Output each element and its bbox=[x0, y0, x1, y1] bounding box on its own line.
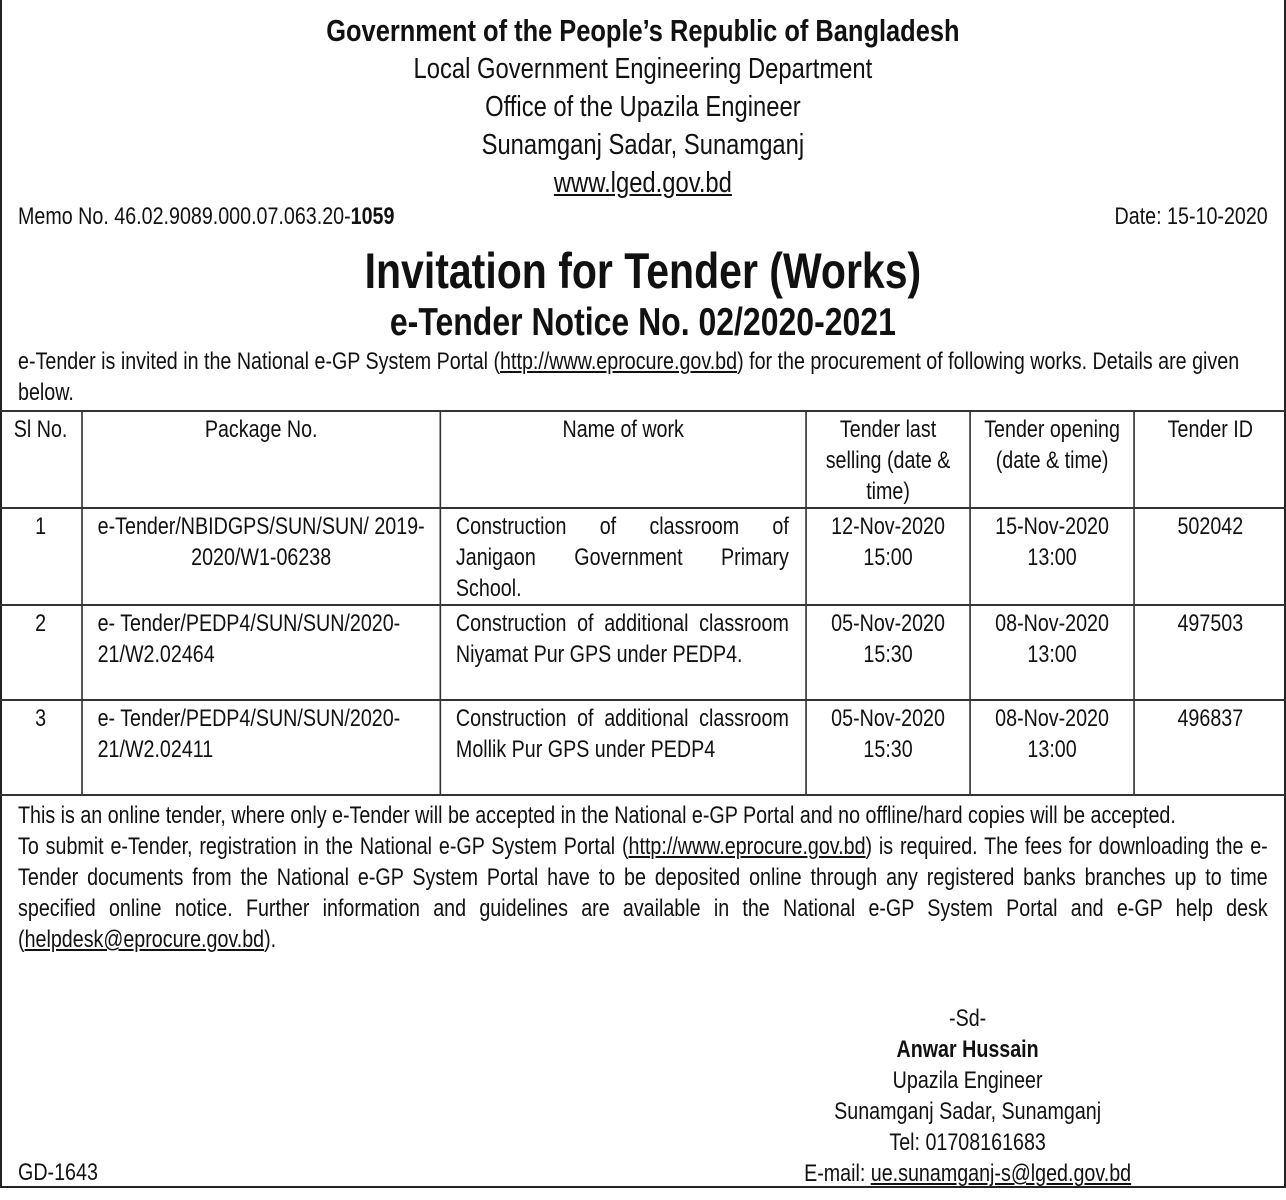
cell-package: e- Tender/PEDP4/SUN/SUN/2020-21/W2.02464 bbox=[81, 604, 442, 701]
table-row: 3 e- Tender/PEDP4/SUN/SUN/2020-21/W2.024… bbox=[0, 699, 1286, 796]
government-heading: Government of the People’s Republic of B… bbox=[326, 13, 960, 48]
submission-note: To submit e-Tender, registration in the … bbox=[18, 833, 1268, 953]
cell-sl: 3 bbox=[0, 699, 83, 796]
tender-notice: Government of the People’s Republic of B… bbox=[0, 13, 1286, 1187]
signatory-email-link[interactable]: ue.sunamganj-s@lged.gov.bd bbox=[870, 1160, 1132, 1187]
signatory-tel: Tel: 01708161683 bbox=[889, 1129, 1046, 1156]
intro-paragraph: e-Tender is invited in the National e-GP… bbox=[18, 348, 1240, 406]
cell-opening: 08-Nov-2020 13:00 bbox=[969, 699, 1135, 796]
cell-work: Construction of additional classroom Mol… bbox=[439, 699, 807, 796]
cell-id: 496837 bbox=[1133, 699, 1286, 796]
col-id: Tender ID bbox=[1133, 410, 1286, 509]
table-header-row: Sl No. Package No. Name of work Tender l… bbox=[0, 410, 1286, 509]
memo-date: Date: 15-10-2020 bbox=[1114, 203, 1268, 230]
cell-selling: 12-Nov-2020 15:00 bbox=[805, 507, 971, 606]
eprocure-link[interactable]: http://www.eprocure.gov.bd bbox=[500, 348, 738, 375]
cell-work: Construction of additional classroom Niy… bbox=[439, 604, 807, 701]
cell-id: 497503 bbox=[1133, 604, 1286, 701]
cell-selling: 05-Nov-2020 15:30 bbox=[805, 699, 971, 796]
tender-table: Sl No. Package No. Name of work Tender l… bbox=[0, 410, 1286, 796]
cell-selling: 05-Nov-2020 15:30 bbox=[805, 604, 971, 701]
col-work: Name of work bbox=[439, 410, 807, 509]
cell-opening: 08-Nov-2020 13:00 bbox=[969, 604, 1135, 701]
memo-line: Memo No. 46.02.9089.000.07.063.20-1059 D… bbox=[0, 202, 1286, 232]
website-link[interactable]: www.lged.gov.bd bbox=[553, 167, 732, 199]
cell-sl: 2 bbox=[0, 604, 83, 701]
signed-mark: -Sd- bbox=[949, 1005, 987, 1032]
signatory-office: Sunamganj Sadar, Sunamganj bbox=[834, 1098, 1102, 1125]
signatory-email: E-mail: ue.sunamganj-s@lged.gov.bd bbox=[804, 1160, 1132, 1187]
online-tender-note: This is an online tender, where only e-T… bbox=[18, 802, 1176, 829]
table-row: 1 e-Tender/NBIDGPS/SUN/SUN/ 2019-2020/W1… bbox=[0, 507, 1286, 606]
col-sl: Sl No. bbox=[0, 410, 83, 509]
signatory-designation: Upazila Engineer bbox=[892, 1067, 1043, 1094]
memo-number: Memo No. 46.02.9089.000.07.063.20-1059 bbox=[18, 203, 395, 230]
cell-package: e- Tender/PEDP4/SUN/SUN/2020-21/W2.02411 bbox=[81, 699, 442, 796]
eprocure-link[interactable]: http://www.eprocure.gov.bd bbox=[628, 833, 866, 860]
cell-id: 502042 bbox=[1133, 507, 1286, 606]
col-opening: Tender opening (date & time) bbox=[969, 410, 1135, 509]
cell-package: e-Tender/NBIDGPS/SUN/SUN/ 2019-2020/W1-0… bbox=[81, 507, 442, 606]
notice-title: Invitation for Tender (Works) bbox=[364, 243, 922, 299]
office-name: Office of the Upazila Engineer bbox=[485, 91, 801, 123]
cell-work: Construction of classroom of Janigaon Go… bbox=[439, 507, 807, 606]
helpdesk-email-link[interactable]: helpdesk@eprocure.gov.bd bbox=[24, 926, 265, 953]
office-location: Sunamganj Sadar, Sunamganj bbox=[481, 129, 805, 161]
col-package: Package No. bbox=[81, 410, 442, 509]
cell-opening: 15-Nov-2020 13:00 bbox=[969, 507, 1135, 606]
signatory-name: Anwar Hussain bbox=[896, 1036, 1039, 1063]
col-selling: Tender last selling (date & time) bbox=[805, 410, 971, 509]
cell-sl: 1 bbox=[0, 507, 83, 606]
gd-code: GD-1643 bbox=[18, 1159, 98, 1186]
department-name: Local Government Engineering Department bbox=[413, 53, 873, 85]
notice-subtitle: e-Tender Notice No. 02/2020-2021 bbox=[389, 301, 896, 344]
table-row: 2 e- Tender/PEDP4/SUN/SUN/2020-21/W2.024… bbox=[0, 604, 1286, 701]
